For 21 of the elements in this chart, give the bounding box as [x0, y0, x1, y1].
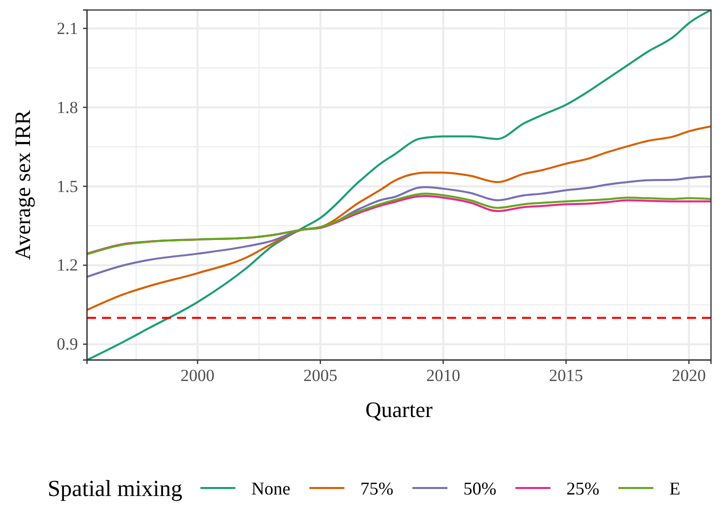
x-tick-label: 2015	[549, 366, 584, 386]
y-tick-label: 2.1	[56, 18, 78, 38]
x-tick-label: 2000	[180, 366, 215, 386]
x-tick-label: 2005	[303, 366, 338, 386]
legend-label: E	[669, 478, 680, 498]
legend-label: 50%	[463, 478, 496, 498]
x-tick-label: 2010	[426, 366, 460, 386]
legend-title: Spatial mixing	[48, 476, 183, 502]
legend-label: 25%	[566, 478, 600, 498]
y-axis-title: Average sex IRR	[10, 110, 35, 260]
line-series	[87, 9, 711, 361]
line-series	[87, 175, 711, 278]
y-tick-label: 1.2	[56, 256, 78, 275]
x-axis-title: Quarter	[365, 397, 434, 422]
y-tick-label: 0.9	[56, 334, 78, 354]
line-series	[87, 125, 711, 311]
y-tick-label: 1.5	[56, 176, 78, 196]
x-tick-label: 2020	[672, 366, 706, 386]
legend-label: None	[251, 478, 290, 498]
legend-label: 75%	[360, 478, 394, 498]
y-tick-label: 1.8	[56, 98, 78, 117]
